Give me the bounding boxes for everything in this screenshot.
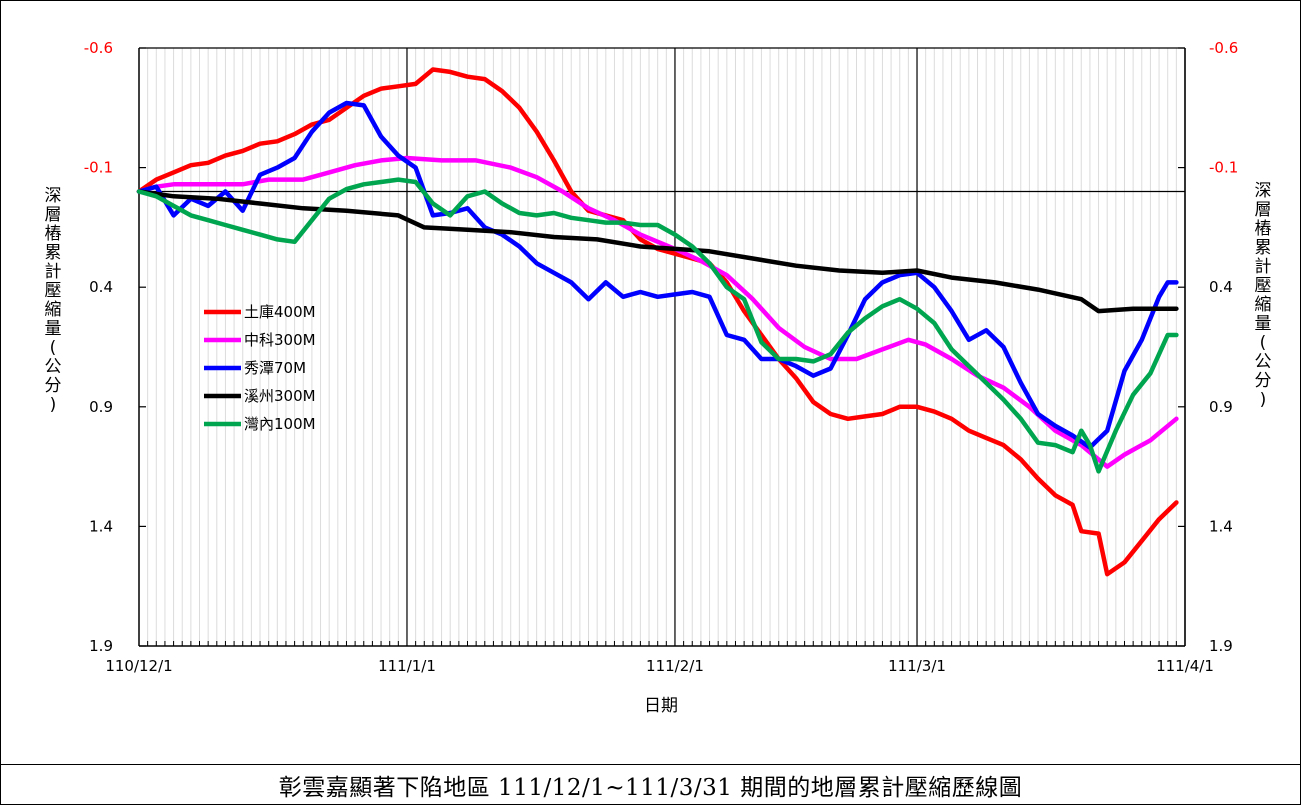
legend-label: 秀潭70M — [244, 359, 306, 377]
series-lines — [136, 67, 1179, 577]
axes — [138, 47, 1186, 647]
y-tick-label-left: 1.9 — [89, 637, 113, 655]
legend-label: 土庫400M — [244, 303, 316, 321]
y-tick-label-right: 1.4 — [1209, 517, 1233, 535]
x-ticks: 110/12/1 111/1/1 111/2/1 111/3/1 111/4/1 — [105, 641, 1214, 675]
legend-label: 中科300M — [244, 331, 316, 349]
y-tick-label-right: -0.6 — [1209, 39, 1238, 57]
series-line-2 — [136, 100, 1179, 450]
series-line-3 — [136, 189, 1179, 314]
figure-caption: 彰雲嘉顯著下陷地區 111/12/1~111/3/31 期間的地層累計壓縮歷線圖 — [278, 775, 1023, 801]
right-y-ticks: -0.6 -0.1 0.4 0.9 1.4 1.9 — [1178, 39, 1238, 655]
y-tick-label-left: -0.6 — [84, 39, 113, 57]
series-line-4 — [136, 177, 1179, 474]
x-axis-title: 日期 — [644, 696, 678, 716]
y-axis-title-right: 深層樁累計壓縮量(公分) — [1255, 181, 1272, 410]
x-tick-label: 111/3/1 — [888, 657, 946, 675]
y-tick-label-right: 0.4 — [1209, 278, 1233, 296]
x-tick-label: 110/12/1 — [105, 657, 172, 675]
x-tick-label: 111/4/1 — [1156, 657, 1214, 675]
y-tick-label-left: 0.4 — [89, 278, 113, 296]
caption-box: 彰雲嘉顯著下陷地區 111/12/1~111/3/31 期間的地層累計壓縮歷線圖 — [1, 764, 1300, 805]
x-tick-label: 111/2/1 — [646, 657, 704, 675]
legend-label: 溪州300M — [244, 387, 316, 405]
x-tick-label: 111/1/1 — [378, 657, 436, 675]
y-tick-label-left: -0.1 — [84, 159, 113, 177]
y-axis-title-left: 深層樁累計壓縮量(公分) — [45, 186, 62, 415]
y-tick-label-right: -0.1 — [1209, 159, 1238, 177]
legend-label: 灣內100M — [244, 415, 316, 433]
minor-gridlines — [147, 48, 1177, 646]
y-tick-label-right: 0.9 — [1209, 398, 1233, 416]
y-tick-label-left: 1.4 — [89, 517, 113, 535]
left-y-ticks: -0.6 -0.1 0.4 0.9 1.4 1.9 — [84, 39, 146, 655]
series-line-0 — [136, 67, 1179, 577]
legend: 土庫400M 中科300M 秀潭70M 溪州300M 灣內100M — [204, 303, 316, 433]
chart: -0.6 -0.1 0.4 0.9 1.4 1.9 -0.6 -0.1 0.4 0.9 1.4 1.… — [45, 39, 1272, 716]
y-tick-label-right: 1.9 — [1209, 637, 1233, 655]
y-tick-label-left: 0.9 — [89, 398, 113, 416]
